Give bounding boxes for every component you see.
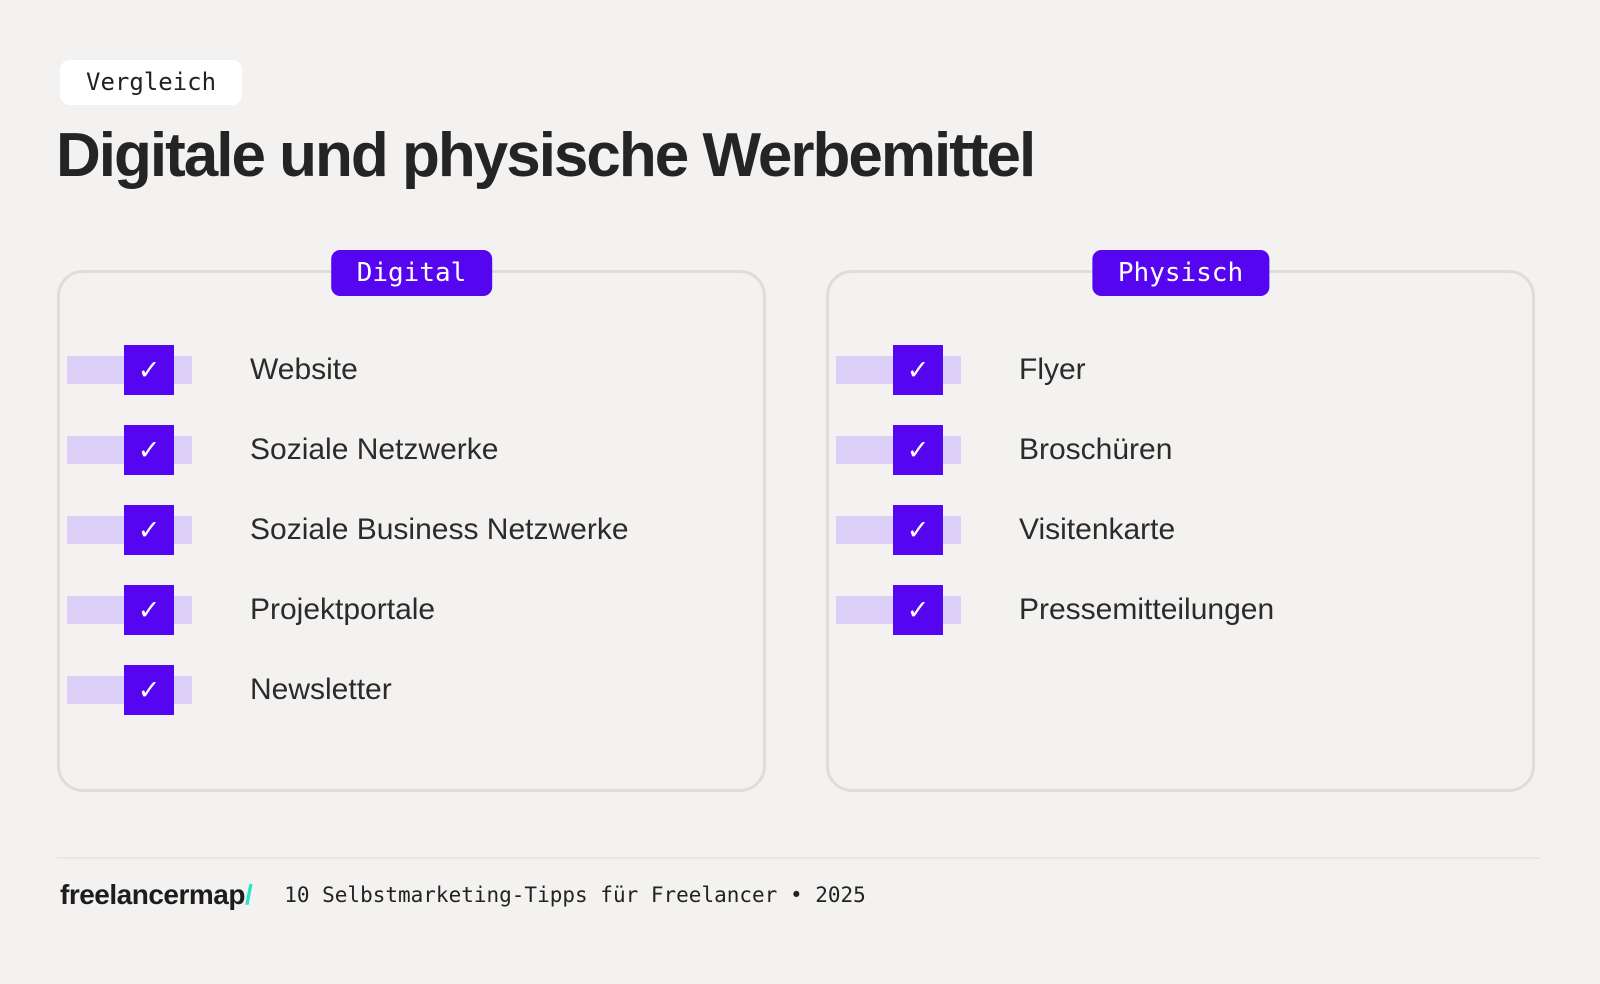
physisch-card: Physisch ✓ Flyer ✓ Broschüren ✓ Visitenkarte ✓… <box>826 250 1535 792</box>
checkbox-icon: ✓ <box>893 425 943 475</box>
check-icon: ✓ <box>137 514 161 546</box>
physisch-card-badge: Physisch <box>1091 250 1270 296</box>
checkbox-icon: ✓ <box>893 505 943 555</box>
checkbox-icon: ✓ <box>124 665 174 715</box>
list-item: ✓ Visitenkarte <box>829 490 1532 570</box>
footer-divider <box>57 857 1541 859</box>
list-item: ✓ Broschüren <box>829 410 1532 490</box>
digital-item-list: ✓ Website ✓ Soziale Netzwerke ✓ Soziale Busin… <box>60 330 763 730</box>
checkbox-icon: ✓ <box>124 505 174 555</box>
page-title: Digitale und physische Werbemittel <box>56 121 1036 190</box>
item-label: Pressemitteilungen <box>1019 593 1275 626</box>
vergleich-badge: Vergleich <box>60 60 243 105</box>
item-label: Projektportale <box>250 593 436 626</box>
item-label: Soziale Netzwerke <box>250 433 499 466</box>
check-icon: ✓ <box>137 674 161 706</box>
check-icon: ✓ <box>137 434 161 466</box>
checkbox-icon: ✓ <box>893 345 943 395</box>
checkbox-icon: ✓ <box>124 585 174 635</box>
check-icon: ✓ <box>137 594 161 626</box>
list-item: ✓ Soziale Business Netzwerke <box>60 490 763 570</box>
digital-card: Digital ✓ Website ✓ Soziale Netzwerke ✓ Sozia… <box>57 250 766 792</box>
physisch-item-list: ✓ Flyer ✓ Broschüren ✓ Visitenkarte ✓ Pressemit… <box>829 330 1532 650</box>
footer-caption: 10 Selbstmarketing-Tipps für Freelancer … <box>284 883 866 907</box>
item-label: Flyer <box>1019 353 1086 386</box>
checkbox-icon: ✓ <box>124 425 174 475</box>
item-label: Broschüren <box>1019 433 1173 466</box>
item-label: Newsletter <box>250 673 392 706</box>
list-item: ✓ Flyer <box>829 330 1532 410</box>
check-icon: ✓ <box>906 354 930 386</box>
check-icon: ✓ <box>137 354 161 386</box>
check-icon: ✓ <box>906 434 930 466</box>
freelancermap-logo: freelancermap/ <box>60 879 253 911</box>
list-item: ✓ Pressemitteilungen <box>829 570 1532 650</box>
list-item: ✓ Website <box>60 330 763 410</box>
digital-card-badge: Digital <box>330 250 493 296</box>
checkbox-icon: ✓ <box>124 345 174 395</box>
comparison-cards: Digital ✓ Website ✓ Soziale Netzwerke ✓ Sozia… <box>57 250 1535 792</box>
logo-text: freelancermap <box>60 879 245 910</box>
check-icon: ✓ <box>906 594 930 626</box>
item-label: Soziale Business Netzwerke <box>250 513 629 546</box>
check-icon: ✓ <box>906 514 930 546</box>
item-label: Website <box>250 353 358 386</box>
list-item: ✓ Projektportale <box>60 570 763 650</box>
checkbox-icon: ✓ <box>893 585 943 635</box>
footer: freelancermap/ 10 Selbstmarketing-Tipps … <box>60 874 866 916</box>
logo-slash-icon: / <box>244 879 253 910</box>
item-label: Visitenkarte <box>1019 513 1176 546</box>
list-item: ✓ Newsletter <box>60 650 763 730</box>
list-item: ✓ Soziale Netzwerke <box>60 410 763 490</box>
